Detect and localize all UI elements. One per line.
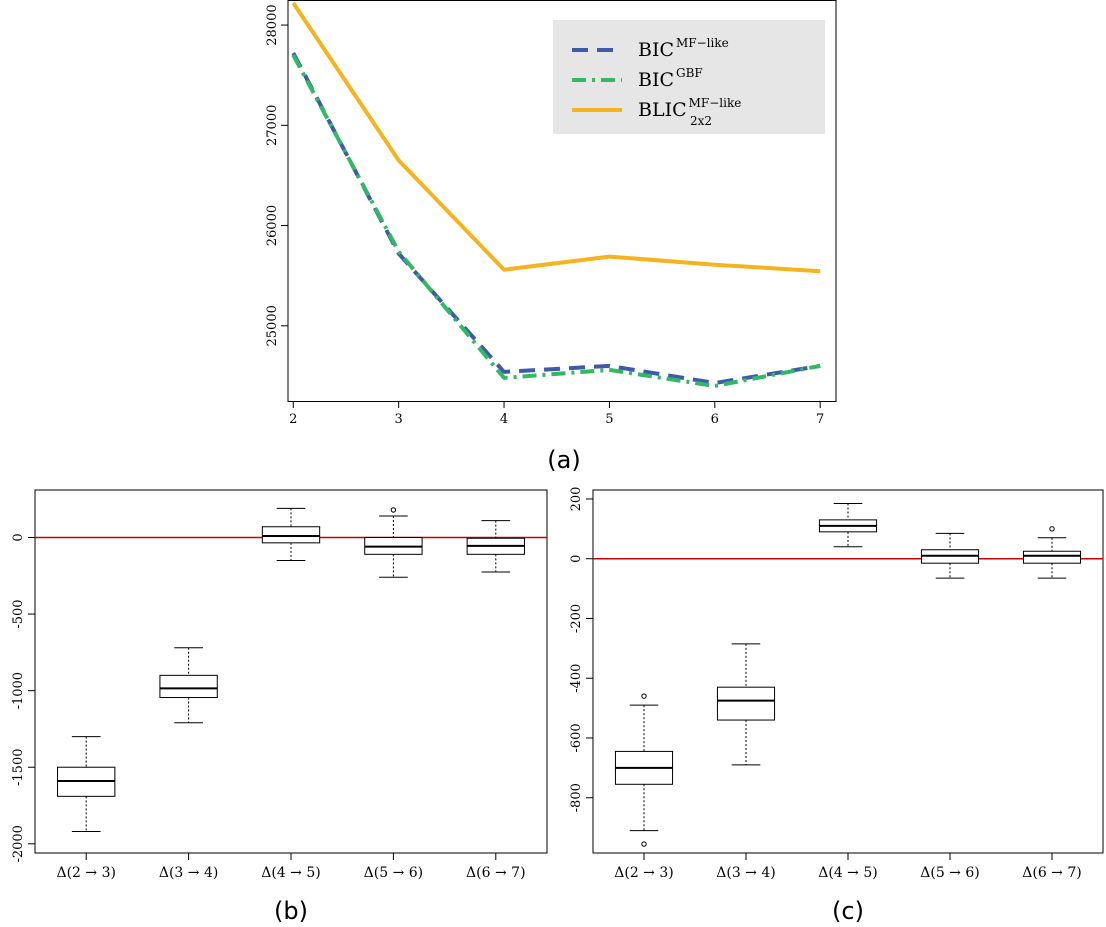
legend-subscript: 2x2 <box>690 114 712 128</box>
box-iqr <box>716 686 776 721</box>
y-tick-label: -1000 <box>11 672 26 709</box>
y-tick-label: 0 <box>11 533 26 541</box>
y-tick-label: -800 <box>569 783 584 812</box>
caption: (b) <box>274 897 308 925</box>
box-3 <box>364 507 423 578</box>
x-tick-label: 4 <box>500 412 508 427</box>
category-label: Δ(2 → 3) <box>56 865 115 881</box>
caption-a: (a) <box>547 446 580 474</box>
legend-box <box>553 20 825 134</box>
box-1 <box>159 647 218 724</box>
category-label: Δ(3 → 4) <box>159 865 218 881</box>
series-line-2 <box>291 1 821 274</box>
legend-superscript: GBF <box>676 66 703 80</box>
x-tick-label: 3 <box>395 412 403 427</box>
caption: (c) <box>832 897 864 925</box>
y-tick-label: -200 <box>569 604 584 633</box>
y-tick-label: 0 <box>569 555 584 563</box>
outlier-point <box>1049 526 1055 532</box>
y-tick-label: 28000 <box>265 4 280 45</box>
box-iqr <box>159 674 218 699</box>
box-4 <box>1022 526 1082 579</box>
x-tick-label: 2 <box>289 412 297 427</box>
box-2 <box>818 502 878 548</box>
category-label: Δ(5 → 6) <box>364 865 423 881</box>
y-tick-label: -1500 <box>11 748 26 785</box>
plot-frame <box>287 0 837 402</box>
category-label: Δ(4 → 5) <box>818 865 877 881</box>
box-iqr <box>1022 550 1082 564</box>
y-tick-label: -400 <box>569 664 584 693</box>
category-label: Δ(6 → 7) <box>1022 865 1081 881</box>
box-1 <box>716 643 776 766</box>
legend-label-0: BIC MF−like <box>638 36 729 61</box>
legend-name: BIC <box>638 69 674 91</box>
category-label: Δ(2 → 3) <box>614 865 673 881</box>
x-tick-label: 7 <box>816 412 824 427</box>
panel-b-boxplot: -2000 -1500 -1000 -500 0 Δ(2 → 3) Δ(3 → 4) Δ(4 … <box>11 489 548 925</box>
outlier-point <box>390 507 397 513</box>
outlier-point <box>641 693 647 699</box>
box-0 <box>57 736 116 833</box>
box-3 <box>920 532 980 579</box>
legend-name: BIC <box>638 39 674 61</box>
category-label: Δ(5 → 6) <box>920 865 979 881</box>
legend-label-2: BLIC MF−like 2x2 <box>638 96 741 128</box>
x-tick-label: 6 <box>711 412 719 427</box>
category-label: Δ(4 → 5) <box>261 865 320 881</box>
legend-superscript: MF−like <box>689 96 742 110</box>
category-label: Δ(3 → 4) <box>716 865 775 881</box>
box-2 <box>261 507 321 561</box>
legend-name: BLIC <box>638 99 687 121</box>
panel-c-boxplot: -800 -600 -400 -200 0 200 Δ(2 → 3) Δ(3 → 4) Δ(4 … <box>569 487 1104 925</box>
box-iqr <box>261 526 321 544</box>
category-label: Δ(6 → 7) <box>466 865 525 881</box>
y-tick-label: 27000 <box>265 105 280 146</box>
y-tick-label: 200 <box>569 487 584 512</box>
legend-superscript: MF−like <box>676 36 729 50</box>
y-tick-label: 25000 <box>265 305 280 346</box>
y-tick-label: -600 <box>569 723 584 752</box>
y-tick-label: -2000 <box>11 825 26 862</box>
y-tick-label: 26000 <box>265 205 280 246</box>
box-4 <box>466 520 525 573</box>
legend-label-1: BIC GBF <box>638 66 703 91</box>
x-tick-label: 5 <box>605 412 613 427</box>
y-tick-label: -500 <box>11 599 26 628</box>
outlier-point <box>641 841 647 847</box>
box-0 <box>614 693 674 847</box>
series-line-1 <box>291 54 821 388</box>
